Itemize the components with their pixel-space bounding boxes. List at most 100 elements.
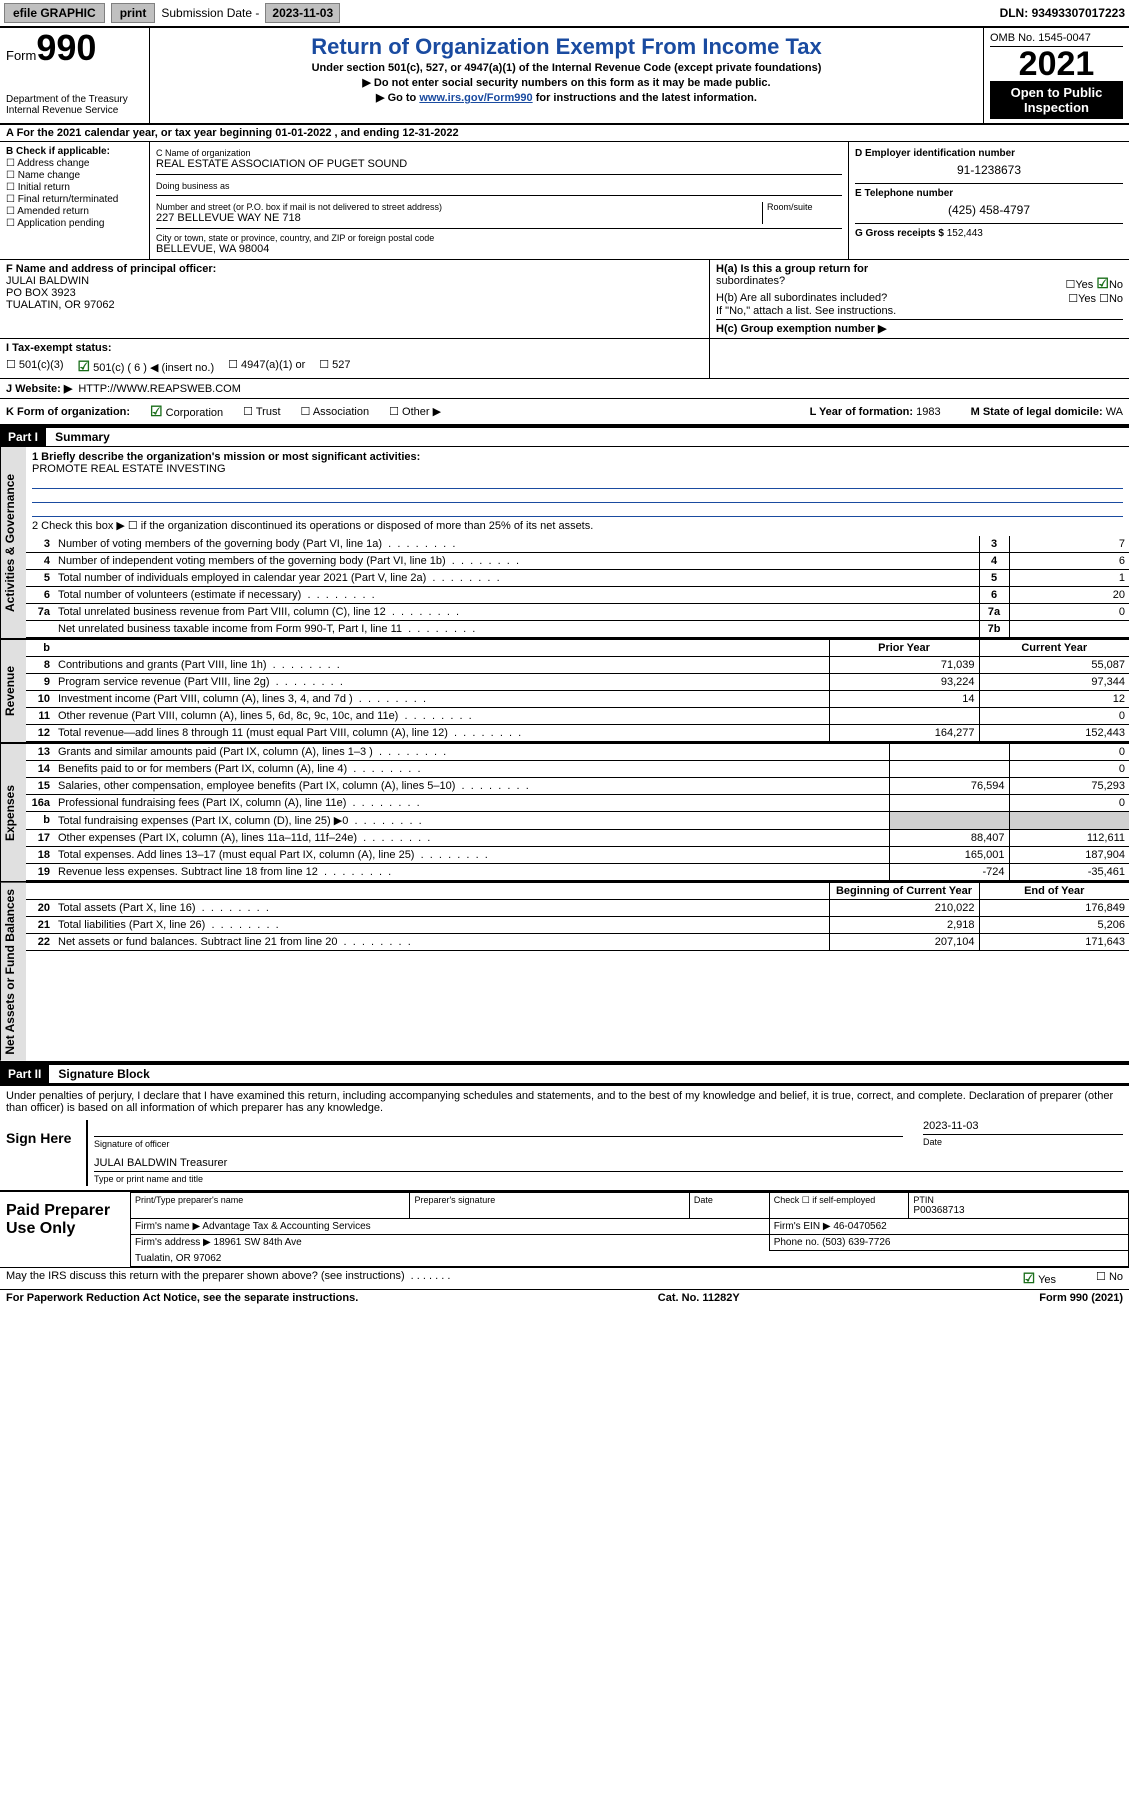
efile-button[interactable]: efile GRAPHIC — [4, 3, 105, 23]
line-desc: Number of voting members of the governin… — [54, 536, 979, 553]
firm-name-label: Firm's name ▶ — [135, 1221, 202, 1232]
prior-val: 71,039 — [829, 657, 979, 674]
firm-ein-label: Firm's EIN ▶ — [774, 1221, 834, 1232]
discuss-row: May the IRS discuss this return with the… — [0, 1267, 1129, 1289]
line-val — [1009, 621, 1129, 638]
line-desc: Other expenses (Part IX, column (A), lin… — [54, 830, 889, 847]
line-box: 3 — [979, 536, 1009, 553]
check-icon: ☑ — [1096, 275, 1109, 291]
check-address-change[interactable]: ☐ Address change — [6, 158, 143, 169]
end-val: 171,643 — [979, 934, 1129, 951]
line-desc: Grants and similar amounts paid (Part IX… — [54, 744, 889, 761]
cat-no: Cat. No. 11282Y — [658, 1292, 740, 1304]
line-desc: Total expenses. Add lines 13–17 (must eq… — [54, 847, 889, 864]
check-pending[interactable]: ☐ Application pending — [6, 218, 143, 229]
prior-year-hdr: Prior Year — [829, 640, 979, 657]
current-val: 55,087 — [979, 657, 1129, 674]
line-desc: Total assets (Part X, line 16) — [54, 900, 829, 917]
begin-val: 2,918 — [829, 917, 979, 934]
prep-phone-label: Phone no. — [774, 1237, 822, 1248]
prior-val — [829, 708, 979, 725]
info-grid: B Check if applicable: ☐ Address change … — [0, 142, 1129, 260]
check-final-return[interactable]: ☐ Final return/terminated — [6, 194, 143, 205]
prep-col1: Print/Type preparer's name — [135, 1195, 405, 1205]
firm-ein: 46-0470562 — [833, 1221, 886, 1232]
discuss-no[interactable]: ☐ No — [1096, 1270, 1123, 1287]
line-desc: Program service revenue (Part VIII, line… — [54, 674, 829, 691]
line-num: 11 — [26, 708, 54, 725]
year-formation-label: L Year of formation: — [810, 406, 917, 418]
check-amended[interactable]: ☐ Amended return — [6, 206, 143, 217]
line-num: 3 — [26, 536, 54, 553]
line-num: 15 — [26, 778, 54, 795]
line-num: 7a — [26, 604, 54, 621]
ssn-notice: ▶ Do not enter social security numbers o… — [156, 76, 977, 89]
section-expenses: Expenses 13 Grants and similar amounts p… — [0, 744, 1129, 883]
line-box: 5 — [979, 570, 1009, 587]
expenses-table: 13 Grants and similar amounts paid (Part… — [26, 744, 1129, 881]
line-num: 12 — [26, 725, 54, 742]
sidelabel-revenue: Revenue — [0, 640, 26, 742]
line-num: 18 — [26, 847, 54, 864]
print-button[interactable]: print — [111, 3, 156, 23]
year-formation: 1983 — [916, 406, 940, 418]
line-desc: Revenue less expenses. Subtract line 18 … — [54, 864, 889, 881]
check-other[interactable]: ☐ Other ▶ — [389, 405, 441, 418]
officer-name-label: Type or print name and title — [94, 1171, 1123, 1184]
submission-label: Submission Date - — [161, 6, 259, 20]
check-assoc[interactable]: ☐ Association — [301, 405, 370, 418]
prep-col2: Preparer's signature — [414, 1195, 684, 1205]
part1-bar: Part I Summary — [0, 426, 1129, 447]
gross-receipts-label: G Gross receipts $ — [855, 228, 947, 239]
prior-val: 165,001 — [889, 847, 1009, 864]
line-box: 4 — [979, 553, 1009, 570]
check-initial-return[interactable]: ☐ Initial return — [6, 182, 143, 193]
firm-name: Advantage Tax & Accounting Services — [202, 1221, 370, 1232]
gross-receipts-value: 152,443 — [947, 228, 983, 239]
prior-val: 164,277 — [829, 725, 979, 742]
check-527[interactable]: ☐ 527 — [319, 358, 350, 375]
line-desc: Total revenue—add lines 8 through 11 (mu… — [54, 725, 829, 742]
current-val: 0 — [1009, 795, 1129, 812]
line-num: 13 — [26, 744, 54, 761]
prep-col3: Date — [694, 1195, 765, 1205]
irs-link[interactable]: www.irs.gov/Form990 — [419, 92, 532, 104]
line-num — [26, 621, 54, 638]
prior-val — [889, 761, 1009, 778]
sig-date-label: Date — [923, 1134, 1123, 1147]
discuss-yes[interactable]: ☑ Yes — [1023, 1270, 1056, 1287]
mission-label: 1 Briefly describe the organization's mi… — [32, 451, 1123, 463]
form-header: Form990 Department of the Treasury Inter… — [0, 26, 1129, 125]
prep-col4: Check ☐ if self-employed — [774, 1195, 905, 1206]
dept-treasury: Department of the Treasury — [6, 94, 143, 105]
line-val: 20 — [1009, 587, 1129, 604]
check-4947[interactable]: ☐ 4947(a)(1) or — [228, 358, 305, 375]
line-num: 16a — [26, 795, 54, 812]
check-trust[interactable]: ☐ Trust — [243, 405, 280, 418]
check-501c3[interactable]: ☐ 501(c)(3) — [6, 358, 64, 375]
officer-name: JULAI BALDWIN — [6, 275, 703, 287]
prep-phone: (503) 639-7726 — [822, 1237, 890, 1248]
check-corp[interactable]: ☑ Corporation — [150, 403, 223, 420]
line-val: 0 — [1009, 604, 1129, 621]
officer-addr1: PO BOX 3923 — [6, 287, 703, 299]
line-desc: Total number of volunteers (estimate if … — [54, 587, 979, 604]
prior-val: 14 — [829, 691, 979, 708]
check-501c6[interactable]: ☑ 501(c) ( 6 ) ◀ (insert no.) — [78, 358, 215, 375]
irs-label: Internal Revenue Service — [6, 105, 143, 116]
line-num: 19 — [26, 864, 54, 881]
line-box: 7b — [979, 621, 1009, 638]
revenue-table: b Prior Year Current Year8 Contributions… — [26, 640, 1129, 742]
check-name-change[interactable]: ☐ Name change — [6, 170, 143, 181]
line-num: 10 — [26, 691, 54, 708]
part1-title: Summary — [49, 428, 116, 446]
prior-val: 76,594 — [889, 778, 1009, 795]
prior-val — [889, 795, 1009, 812]
sig-officer-label: Signature of officer — [94, 1136, 903, 1149]
hb-note: If "No," attach a list. See instructions… — [716, 305, 1123, 317]
phone-label: E Telephone number — [855, 188, 1123, 199]
begin-val: 207,104 — [829, 934, 979, 951]
current-val: 75,293 — [1009, 778, 1129, 795]
prior-val: 93,224 — [829, 674, 979, 691]
topbar: efile GRAPHIC print Submission Date - 20… — [0, 0, 1129, 26]
